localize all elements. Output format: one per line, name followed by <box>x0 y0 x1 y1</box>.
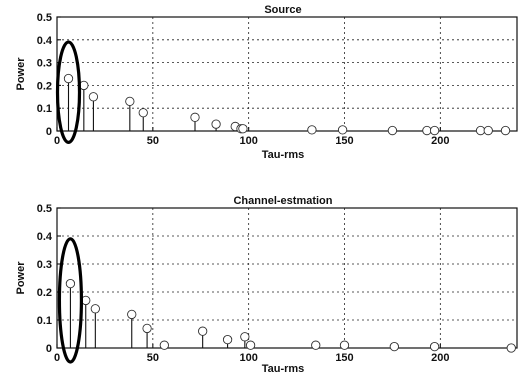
y-tick-label: 0.1 <box>37 103 52 115</box>
stem-marker <box>190 112 200 122</box>
stem-marker <box>127 309 137 320</box>
stem-marker <box>337 125 348 135</box>
stem-marker <box>211 119 221 129</box>
y-axis-label: Power <box>15 57 27 91</box>
axes-frame <box>56 207 518 349</box>
y-tick-label: 0 <box>46 343 52 355</box>
stem-marker <box>138 108 148 118</box>
stem-marker <box>500 125 511 136</box>
stem-marker <box>506 343 516 353</box>
stem-marker <box>238 124 248 134</box>
stem-marker <box>222 334 233 345</box>
panel-channel: 0 0.1 0.2 0.3 0.4 0.5 0 50 100 150 200 Channel-estm… <box>15 195 518 375</box>
x-tick-label: 200 <box>431 135 449 147</box>
y-tick-label: 0.5 <box>37 203 52 215</box>
stem-marker <box>90 304 100 314</box>
stem-marker <box>475 125 486 136</box>
stem-marker <box>429 341 440 352</box>
stem-marker <box>88 92 99 102</box>
stem-marker <box>125 96 135 107</box>
stem-marker <box>240 332 250 342</box>
panel-source: 0 0.1 0.2 0.3 0.4 0.5 0 50 100 150 200 Source Tau-rm… <box>15 4 518 161</box>
stem-marker <box>198 326 208 336</box>
highlight-ellipse <box>55 40 82 144</box>
x-tick-label: 150 <box>335 352 353 364</box>
y-tick-label: 0.2 <box>37 287 52 299</box>
chart-title: Source <box>264 4 301 16</box>
x-axis-label: Tau-rms <box>262 363 305 375</box>
stem-marker <box>429 125 440 136</box>
stem-marker <box>389 341 399 352</box>
y-tick-label: 0.4 <box>37 231 53 243</box>
y-tick-label: 0.5 <box>37 12 52 24</box>
y-tick-label: 0.2 <box>37 80 52 92</box>
chart-title: Channel-estmation <box>233 195 332 207</box>
stem-marker <box>159 340 169 350</box>
stem-marker <box>422 125 432 136</box>
stem-marker <box>307 125 317 135</box>
x-tick-label: 50 <box>147 352 159 364</box>
highlight-ellipse <box>57 237 84 364</box>
x-axis-label: Tau-rms <box>262 149 305 161</box>
stem-marker <box>65 278 76 289</box>
x-tick-label: 150 <box>335 135 353 147</box>
x-tick-label: 100 <box>239 352 257 364</box>
x-tick-label: 200 <box>431 352 449 364</box>
x-tick-label: 50 <box>147 135 159 147</box>
x-tick-label: 0 <box>54 352 60 364</box>
axes-frame <box>56 16 518 132</box>
x-tick-label: 0 <box>54 135 60 147</box>
y-tick-label: 0.3 <box>37 259 52 271</box>
stem-marker <box>483 125 493 136</box>
y-tick-label: 0.3 <box>37 58 52 70</box>
stem-marker <box>339 340 350 350</box>
stem-marker <box>63 73 74 84</box>
x-tick-label: 100 <box>239 135 257 147</box>
y-tick-label: 0.1 <box>37 315 52 327</box>
stem-marker <box>387 125 398 136</box>
y-axis-label: Power <box>15 261 27 295</box>
stem-marker <box>142 323 152 334</box>
stem-marker <box>245 340 256 350</box>
y-tick-label: 0 <box>46 126 52 138</box>
y-tick-label: 0.4 <box>37 35 53 47</box>
stem-marker <box>311 340 321 350</box>
